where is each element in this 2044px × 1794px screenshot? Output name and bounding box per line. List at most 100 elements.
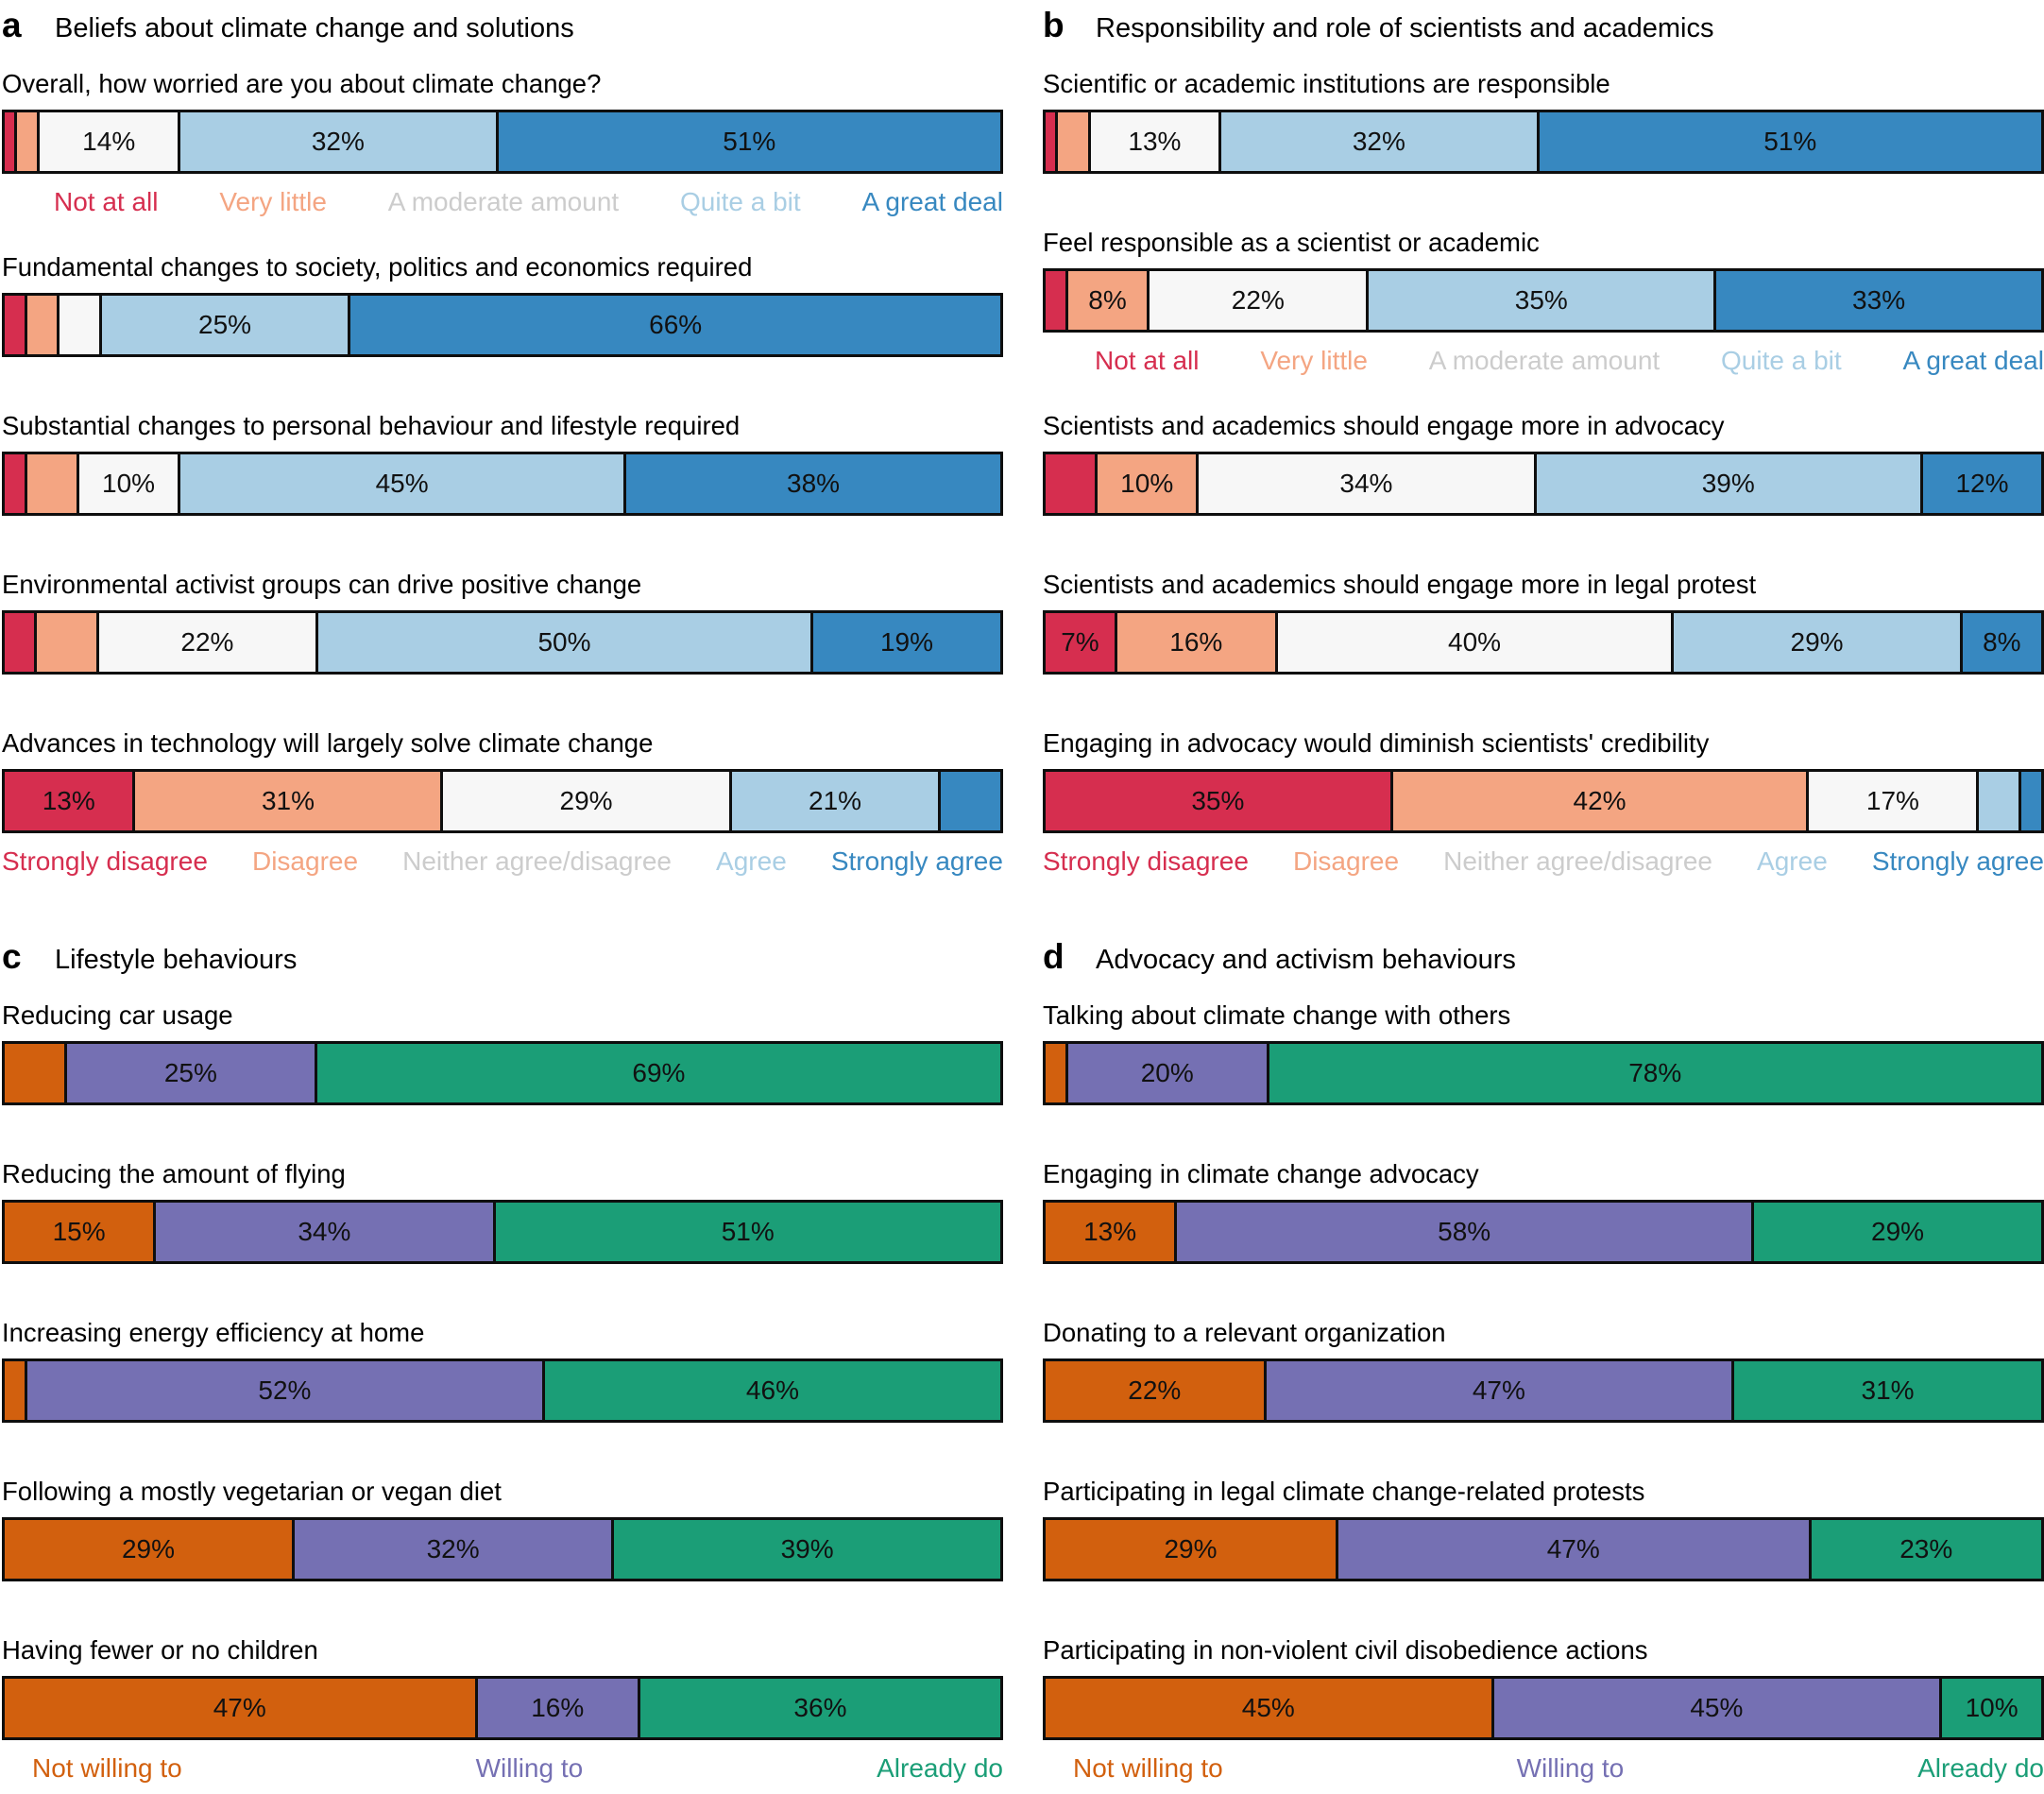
question-block: Participating in non-violent civil disob… (1043, 1634, 2044, 1784)
question-label: Overall, how worried are you about clima… (2, 69, 602, 98)
bar-segment (14, 112, 38, 171)
question-label: Scientists and academics should engage m… (1043, 411, 1725, 440)
bar-segment: 51% (492, 1203, 1000, 1261)
bar-segment (1046, 271, 1065, 330)
legend-item: Very little (219, 187, 327, 216)
segment-value-label: 8% (1088, 285, 1127, 315)
legend-item: Agree (1757, 846, 1828, 876)
legend-item: Not at all (1095, 346, 1200, 375)
segment-value-label: 15% (52, 1217, 106, 1246)
bar-segment: 20% (1065, 1044, 1267, 1102)
stacked-bar: 22% 47% 31% (1043, 1358, 2044, 1423)
legend-item: Quite a bit (1721, 346, 1842, 375)
stacked-bar: 47% 16% 36% (2, 1676, 1003, 1740)
bar-segment: 45% (178, 454, 624, 513)
bar-segment: 47% (1263, 1361, 1732, 1420)
bar-segment: 40% (1274, 613, 1672, 672)
segment-value-label: 14% (82, 127, 136, 156)
segment-value-label: 19% (879, 627, 934, 657)
segment-value-label: 52% (258, 1375, 312, 1405)
question-label: Reducing the amount of flying (2, 1159, 346, 1188)
bar-segment: 38% (623, 454, 1000, 513)
segment-value-label: 8% (1983, 627, 2021, 657)
segment-value-label: 22% (180, 627, 234, 657)
question-block: Engaging in advocacy would diminish scie… (1043, 727, 2044, 877)
question-label: Engaging in advocacy would diminish scie… (1043, 728, 1710, 758)
segment-value-label: 78% (1628, 1058, 1682, 1087)
bar-segment: 51% (1536, 112, 2041, 171)
question-label: Substantial changes to personal behaviou… (2, 411, 741, 440)
segment-value-label: 10% (102, 469, 156, 498)
question-block: Having fewer or no children 47% 16% 36% Not … (2, 1634, 1003, 1784)
question-label: Advances in technology will largely solv… (2, 728, 654, 758)
question-label: Talking about climate change with others (1043, 1000, 1511, 1030)
bar-segment: 45% (1490, 1679, 1940, 1737)
question-block: Reducing the amount of flying 15% 34% 51% (2, 1158, 1003, 1264)
bar-segment: 15% (5, 1203, 154, 1261)
panel-header: c Lifestyle behaviours (2, 937, 1003, 977)
bar-segment: 22% (1147, 271, 1367, 330)
stacked-bar: 13% 32% 51% (1043, 110, 2044, 174)
bar-segment: 50% (315, 613, 811, 672)
segment-value-label: 13% (1128, 127, 1182, 156)
segment-value-label: 42% (1573, 786, 1627, 815)
bar-segment: 13% (5, 772, 133, 830)
bar-segment: 10% (1939, 1679, 2041, 1737)
panel-letter: a (2, 6, 22, 44)
segment-value-label: 40% (1448, 627, 1502, 657)
panel-questions: Reducing car usage 25% 69% Reducing the amo… (2, 1000, 1003, 1784)
segment-value-label: 23% (1899, 1534, 1953, 1563)
segment-value-label: 20% (1140, 1058, 1194, 1087)
stacked-bar: 52% 46% (2, 1358, 1003, 1423)
legend-item: Willing to (475, 1753, 584, 1783)
bar-segment: 31% (1731, 1361, 2041, 1420)
bar-segment (2018, 772, 2042, 830)
question-label: Feel responsible as a scientist or acade… (1043, 228, 1540, 257)
bar-segment: 12% (1919, 454, 2041, 513)
bar-segment (1046, 112, 1056, 171)
question-label: Following a mostly vegetarian or vegan d… (2, 1477, 502, 1506)
bar-segment (24, 454, 77, 513)
bar-segment: 23% (1808, 1520, 2041, 1579)
stacked-bar: 10% 34% 39% 12% (1043, 452, 2044, 516)
question-label: Environmental activist groups can drive … (2, 570, 642, 599)
question-block: Increasing energy efficiency at home 52% 4… (2, 1317, 1003, 1423)
panel-questions: Scientific or academic institutions are … (1043, 68, 2044, 877)
bar-segment: 32% (1218, 112, 1537, 171)
stacked-bar: 7% 16% 40% 29% 8% (1043, 610, 2044, 675)
bar-segment: 51% (495, 112, 1000, 171)
bar-segment: 8% (1065, 271, 1148, 330)
panel-c: c Lifestyle behaviours Reducing car usag… (2, 937, 1003, 1784)
segment-value-label: 29% (559, 786, 613, 815)
bar-segment: 7% (1046, 613, 1115, 672)
question-block: Participating in legal climate change-re… (1043, 1476, 2044, 1581)
bar-segment (57, 296, 99, 354)
bar-segment: 36% (637, 1679, 1000, 1737)
bar-segment: 16% (474, 1679, 638, 1737)
panel-questions: Talking about climate change with others… (1043, 1000, 2044, 1784)
segment-value-label: 34% (298, 1217, 351, 1246)
bar-segment (5, 454, 25, 513)
segment-value-label: 66% (649, 310, 703, 339)
question-block: Reducing car usage 25% 69% (2, 1000, 1003, 1105)
question-block: Overall, how worried are you about clima… (2, 68, 1003, 217)
bar-segment (5, 296, 25, 354)
segment-value-label: 29% (1790, 627, 1844, 657)
segment-value-label: 51% (1763, 127, 1817, 156)
bar-segment: 10% (76, 454, 179, 513)
question-block: Following a mostly vegetarian or vegan d… (2, 1476, 1003, 1581)
legend-item: Neither agree/disagree (1443, 846, 1712, 876)
segment-value-label: 33% (1852, 285, 1906, 315)
bar-segment: 25% (98, 296, 349, 354)
scale-legend-willingness: Not willing to Willing to Already do (1043, 1753, 2044, 1784)
segment-value-label: 12% (1955, 469, 2009, 498)
stacked-bar: 25% 66% (2, 293, 1003, 357)
segment-value-label: 21% (809, 786, 862, 815)
legend-item: Agree (716, 846, 787, 876)
segment-value-label: 51% (721, 1217, 775, 1246)
bar-segment: 17% (1806, 772, 1977, 830)
legend-item: A great deal (861, 187, 1003, 216)
panel-letter: c (2, 937, 22, 976)
panel-letter: d (1043, 937, 1065, 976)
question-label: Participating in legal climate change-re… (1043, 1477, 1645, 1506)
